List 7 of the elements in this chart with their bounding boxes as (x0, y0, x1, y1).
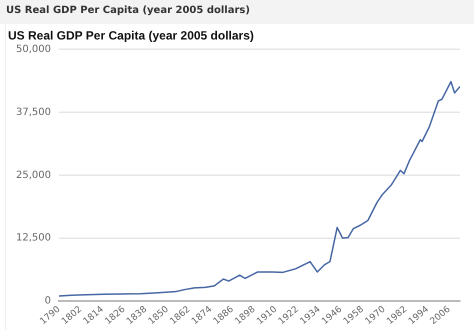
y-tick-label: 50,000 (16, 44, 51, 55)
y-tick-label: 12,500 (16, 232, 51, 244)
y-tick-label: 37,500 (16, 106, 51, 118)
y-tick-label: 0 (44, 296, 51, 307)
chart-subtitle: US Real GDP Per Capita (year 2005 dollars) (8, 28, 254, 43)
chart-title: US Real GDP Per Capita (year 2005 dollars) (0, 0, 474, 24)
y-tick-label: 25,000 (16, 170, 51, 181)
